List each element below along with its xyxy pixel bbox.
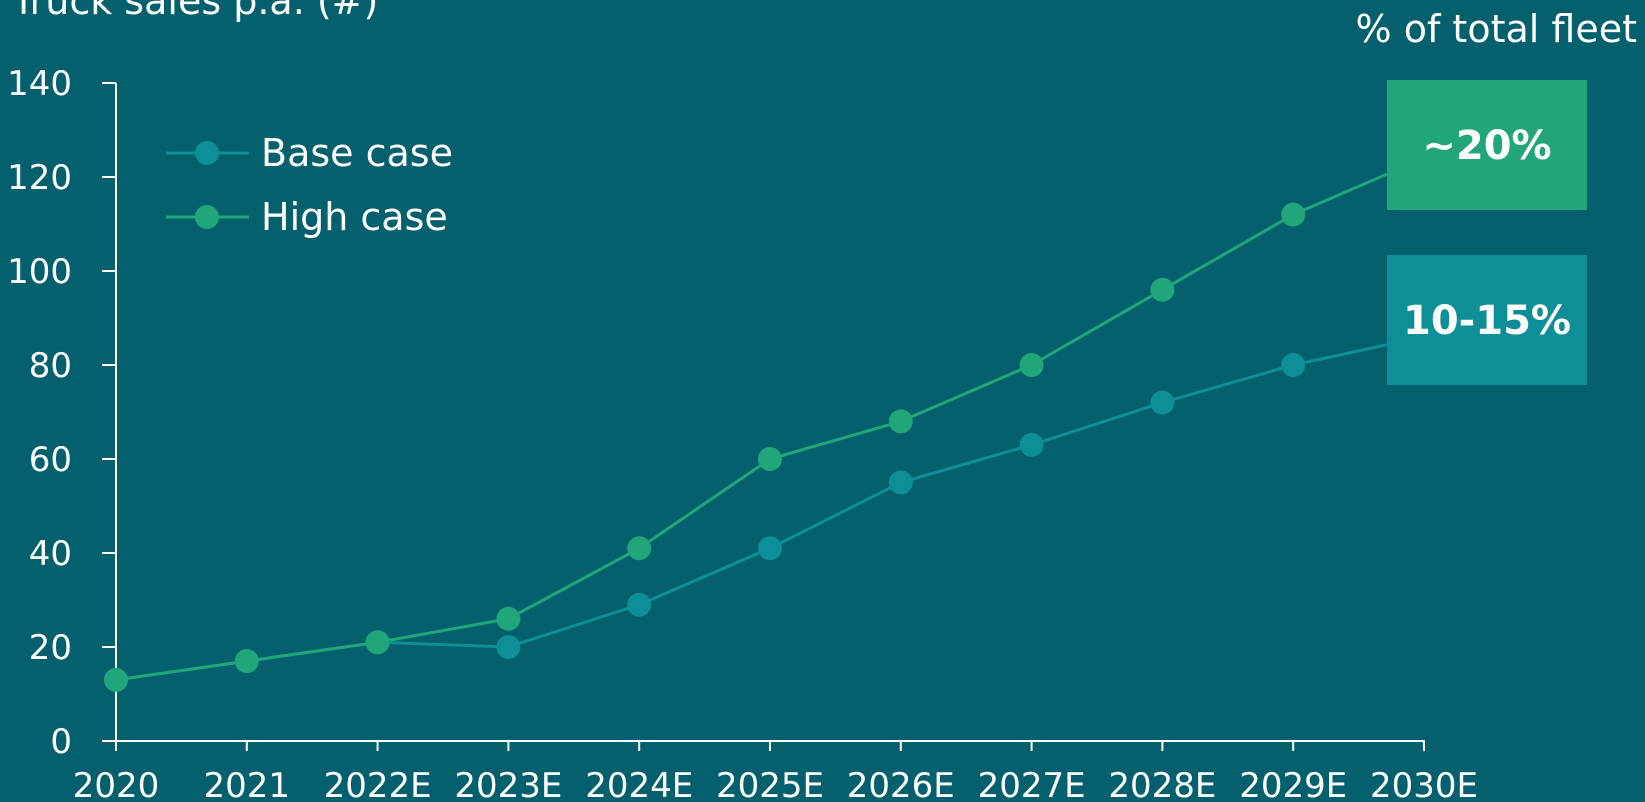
- y-axis-title: Truck sales p.a. (#): [11, 0, 378, 23]
- high-case-point: [888, 409, 913, 434]
- high-case-end-label: ~20%: [1422, 123, 1551, 169]
- base-case-end-label: 10-15%: [1403, 298, 1571, 344]
- x-tick-label: 2025E: [716, 766, 824, 802]
- x-tick-label: 2024E: [585, 766, 693, 802]
- x-tick-label: 2030E: [1370, 766, 1478, 802]
- base-case-point: [1150, 390, 1175, 415]
- base-case-point: [888, 470, 913, 495]
- high-case-end-box: [1387, 80, 1587, 210]
- base-case-point: [1019, 432, 1044, 457]
- high-case-point: [104, 667, 128, 692]
- high-case-point: [627, 536, 652, 561]
- high-case-point: [1281, 202, 1306, 227]
- x-tick-label: 2027E: [978, 766, 1086, 802]
- series-points: [104, 202, 1306, 692]
- legend-high-case-label: High case: [261, 195, 448, 239]
- high-case-point: [1150, 277, 1175, 302]
- x-tick-label: 2029E: [1239, 766, 1347, 802]
- legend: Base case High case: [166, 131, 453, 239]
- y-tick-label: 80: [29, 346, 72, 386]
- high-case-point: [1019, 353, 1044, 377]
- y-tick-label: 120: [7, 158, 72, 198]
- x-tick-label: 2020: [73, 766, 160, 802]
- right-axis-title: % of total fleet: [1356, 7, 1637, 51]
- legend-high-case-marker: [195, 205, 219, 229]
- axes: 0 20 40 60 80 100 120 140 2020 2021 2022E 2023E 2024…: [7, 64, 1478, 802]
- series-lines: [115, 172, 1388, 682]
- y-tick-label: 100: [7, 252, 72, 292]
- legend-base-case-marker: [195, 141, 219, 165]
- high-case-point: [758, 447, 782, 471]
- legend-base-case-label: Base case: [261, 131, 453, 175]
- x-tick-label: 2023E: [454, 766, 562, 802]
- high-case-point: [496, 606, 521, 631]
- high-case-point: [234, 649, 259, 674]
- x-tick-label: 2028E: [1108, 766, 1216, 802]
- y-tick-label: 20: [29, 628, 72, 668]
- base-case-end-box: [1387, 255, 1587, 385]
- end-labels: 10-15% ~20%: [1387, 80, 1587, 385]
- y-tick-label: 60: [29, 440, 72, 480]
- high-case-line: [115, 172, 1388, 682]
- base-case-point: [1281, 353, 1306, 377]
- x-tick-label: 2022E: [324, 766, 432, 802]
- y-tick-label: 40: [29, 534, 72, 574]
- x-tick-label: 2026E: [847, 766, 955, 802]
- base-case-line: [115, 343, 1388, 682]
- y-tick-label: 140: [7, 64, 72, 104]
- x-tick-label: 2021: [204, 766, 291, 802]
- base-case-point: [627, 592, 652, 617]
- high-case-point: [365, 630, 390, 655]
- base-case-point: [758, 536, 782, 561]
- y-tick-label: 0: [50, 722, 72, 762]
- base-case-point: [496, 635, 521, 659]
